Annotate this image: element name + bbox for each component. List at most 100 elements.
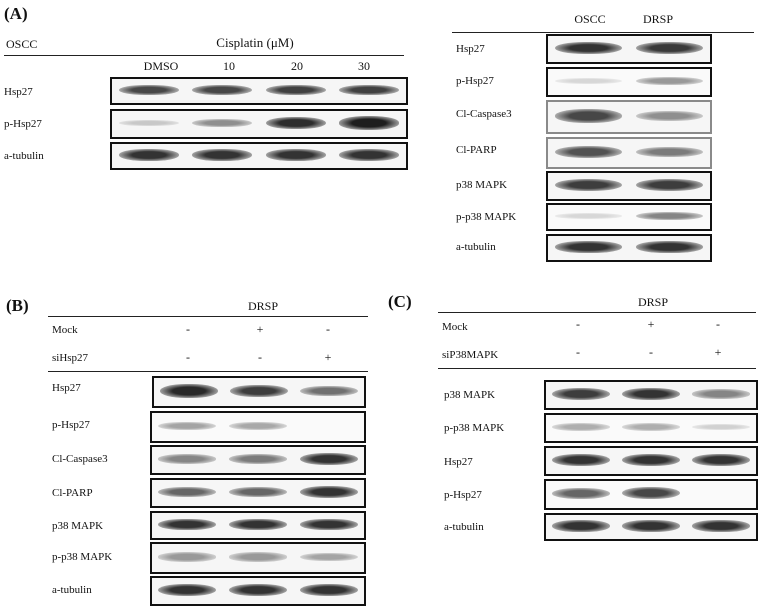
- blot-band: [229, 518, 287, 531]
- condition-value: -: [258, 350, 262, 364]
- row-label: p-p38 MAPK: [456, 211, 517, 223]
- row-label: p38 MAPK: [444, 389, 496, 401]
- panel-letter-b: (B): [6, 296, 29, 315]
- header-rule-a-right: [452, 32, 754, 33]
- row-label: p-Hsp27: [4, 118, 42, 130]
- row-label: p-Hsp27: [444, 489, 482, 501]
- blot-strip: [110, 142, 408, 170]
- row-label: a-tubulin: [52, 584, 92, 596]
- condition-value: -: [576, 345, 580, 359]
- blot-strip: [110, 109, 408, 139]
- blot-band: [622, 487, 680, 500]
- row-label: Cl-PARP: [52, 487, 93, 499]
- condition-value: +: [324, 350, 332, 364]
- blot-band: [555, 109, 622, 123]
- blot-band: [299, 518, 358, 531]
- blot-strip: [546, 234, 712, 262]
- blot-band: [299, 452, 358, 466]
- blot-band: [552, 453, 610, 467]
- blot-band: [339, 84, 400, 96]
- blot-band: [229, 421, 287, 431]
- blot-strip: [150, 478, 366, 508]
- blot-strip: [150, 445, 366, 475]
- blot-band: [692, 423, 750, 431]
- blot-band: [265, 84, 326, 96]
- blot-strip: [546, 203, 712, 231]
- row-label: p-Hsp27: [52, 419, 90, 431]
- row-label: p-p38 MAPK: [52, 551, 113, 563]
- cell-line-label: OSCC: [6, 37, 38, 51]
- row-label: p38 MAPK: [456, 179, 508, 191]
- blot-band: [636, 179, 703, 191]
- blot-band: [118, 84, 179, 96]
- header-rule-c: [438, 312, 756, 313]
- blot-band: [552, 388, 610, 400]
- blot-band: [299, 583, 358, 597]
- blot-band: [160, 384, 218, 398]
- condition-rule-c: [438, 368, 756, 369]
- panel-letter-a: (A): [4, 4, 28, 23]
- blot-strip: [546, 34, 712, 64]
- condition-label: Mock: [52, 324, 78, 336]
- blot-band: [230, 384, 288, 398]
- blot-band: [265, 116, 326, 130]
- row-label: Hsp27: [444, 456, 473, 468]
- blot-strip: [546, 171, 712, 201]
- blot-band: [555, 179, 622, 191]
- row-label: Hsp27: [456, 43, 485, 55]
- blot-band: [636, 211, 703, 221]
- condition-label: siHsp27: [52, 352, 89, 364]
- condition-value: +: [647, 317, 655, 331]
- blot-band: [300, 385, 358, 397]
- blot-strip: [150, 511, 366, 540]
- condition-label: siP38MAPK: [442, 349, 499, 361]
- blot-band: [555, 241, 622, 253]
- blot-band: [229, 552, 287, 562]
- blot-band: [158, 518, 217, 531]
- dose-label-2: 20: [291, 59, 303, 73]
- blot-band: [555, 145, 622, 158]
- blot-band: [552, 488, 610, 499]
- blot-band: [692, 520, 750, 532]
- blot-strip: [546, 137, 712, 169]
- condition-value: -: [716, 317, 720, 331]
- blot-band: [192, 84, 253, 96]
- blot-band: [622, 520, 680, 532]
- blot-strip: [544, 513, 758, 541]
- blot-band: [555, 213, 622, 219]
- condition-value: -: [186, 322, 190, 336]
- blot-band: [636, 110, 703, 122]
- panel-letter-c: (C): [388, 292, 412, 311]
- row-label: Cl-Caspase3: [456, 108, 512, 120]
- blot-strip: [546, 100, 712, 134]
- blot-band: [622, 423, 680, 431]
- blot-band: [552, 520, 610, 532]
- condition-value: +: [256, 322, 264, 336]
- blot-strip: [150, 411, 366, 443]
- blot-band: [229, 486, 287, 498]
- column-label-1: DRSP: [642, 12, 674, 26]
- blot-strip: [544, 413, 758, 443]
- blot-strip: [152, 376, 366, 408]
- row-label: Hsp27: [4, 86, 33, 98]
- blot-band: [158, 583, 217, 597]
- blot-strip: [110, 77, 408, 105]
- blot-band: [555, 41, 622, 55]
- condition-value: +: [714, 345, 722, 359]
- blot-band: [339, 116, 400, 130]
- blot-band: [692, 453, 750, 467]
- blot-strip: [544, 380, 758, 410]
- condition-value: -: [576, 317, 580, 331]
- header-rule-b: [48, 316, 368, 317]
- blot-band: [636, 76, 703, 86]
- row-label: a-tubulin: [4, 150, 44, 162]
- blot-band: [622, 387, 680, 401]
- blot-strip: [150, 576, 366, 606]
- treatment-label: Cisplatin (μM): [216, 35, 294, 50]
- dose-label-1: 10: [223, 59, 235, 73]
- blot-band: [265, 149, 326, 161]
- blot-band: [158, 454, 217, 464]
- blot-band: [299, 552, 358, 562]
- panel-b-title: DRSP: [247, 299, 279, 313]
- blot-band: [622, 453, 680, 467]
